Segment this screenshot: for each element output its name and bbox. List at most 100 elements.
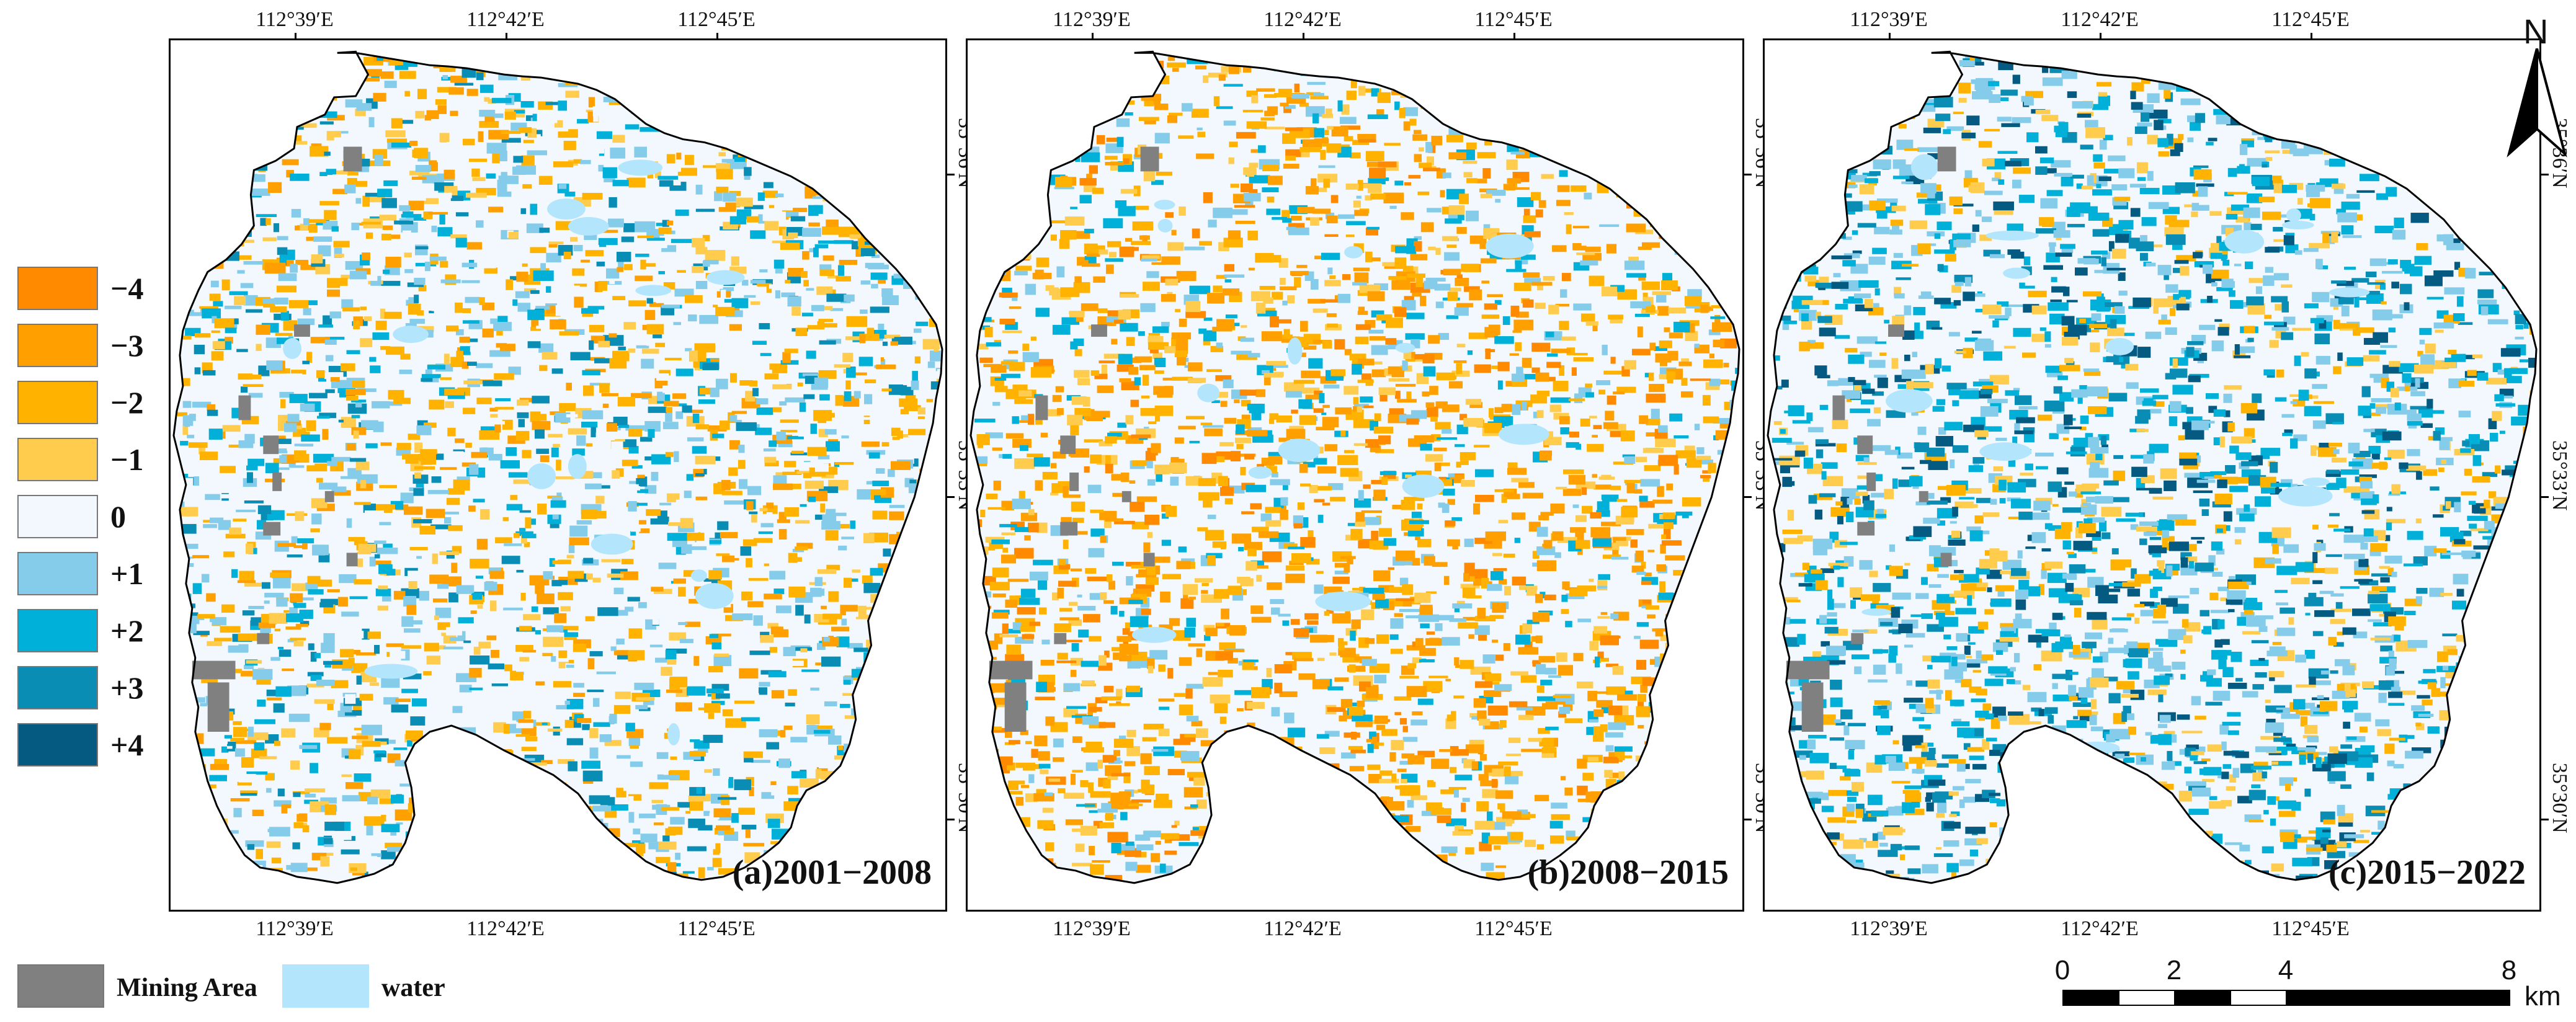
bottom-longitude-tick: 112°42′E [2061, 917, 2139, 940]
tick-mark [1303, 33, 1304, 40]
map-panel-c: 112°39′E 112°42′E 112°45′E 112°39′E 112°42′E… [1763, 8, 2571, 940]
mining-area-patch [1035, 395, 1048, 420]
right-latitude-tick: 35°30′N [2548, 763, 2571, 833]
tick-mark [2541, 496, 2549, 498]
study-area-boundary [172, 50, 943, 884]
tick-mark [1889, 33, 1891, 40]
top-longitude-tick: 112°45′E [2271, 8, 2350, 31]
tick-mark [1092, 33, 1094, 40]
tick-mark [506, 33, 507, 40]
scale-tick-8: 8 [2501, 955, 2517, 985]
legend-label: −3 [110, 328, 144, 363]
map-panel-a: 112°39′E 112°42′E 112°45′E 112°39′E 112°42′E… [169, 8, 977, 940]
mining-area-patch [1866, 473, 1876, 491]
tick-mark [1744, 819, 1752, 820]
tick-mark [716, 33, 718, 40]
legend-swatch [17, 666, 98, 709]
top-longitude-tick: 112°45′E [677, 8, 755, 31]
mining-area-patch [238, 395, 251, 420]
panel-label: (c)2015−2022 [2328, 853, 2526, 892]
mining-area-patch [294, 324, 310, 337]
legend-item: −2 [17, 381, 265, 430]
north-letter: N [2523, 12, 2549, 51]
tick-mark [947, 174, 955, 176]
mining-area-patch [1940, 553, 1952, 567]
bottom-longitude-tick: 112°39′E [1850, 917, 1928, 940]
tick-mark [2541, 174, 2549, 176]
mining-area-patch [1851, 633, 1864, 644]
scale-tick-4: 4 [2278, 955, 2294, 985]
tick-mark [2541, 819, 2549, 820]
mining-area-patch [346, 553, 358, 567]
mining-area-patch [1857, 522, 1875, 536]
top-longitude-tick: 112°42′E [2061, 8, 2139, 31]
panel-label: (a)2001−2008 [732, 853, 932, 892]
study-area-map [1767, 50, 2538, 884]
legend-label: 0 [110, 499, 126, 534]
legend-swatch [17, 381, 98, 424]
mining-area-patch [1888, 324, 1904, 337]
water-swatch [282, 964, 369, 1008]
mining-area-patch [192, 660, 236, 680]
scale-bar-graphic [2062, 990, 2510, 1006]
mining-area-patch [1004, 682, 1027, 732]
bottom-longitude-tick: 112°45′E [2271, 917, 2350, 940]
mining-area-patch [1054, 633, 1067, 644]
mining-area-patch [1786, 660, 1830, 680]
mining-area-patch [263, 435, 279, 455]
study-area-map [172, 50, 943, 884]
tick-mark [1744, 174, 1752, 176]
legend-item: −1 [17, 438, 265, 487]
mining-area-patch [1140, 146, 1159, 172]
legend-item: +3 [17, 666, 265, 716]
legend-item: 0 [17, 495, 265, 544]
top-longitude-tick: 112°45′E [1474, 8, 1553, 31]
study-area-boundary [969, 50, 1740, 884]
legend-label: −2 [110, 385, 144, 420]
legend-swatch [17, 609, 98, 652]
legend-item: −3 [17, 324, 265, 373]
legend-swatch [17, 438, 98, 481]
tick-mark [1513, 33, 1515, 40]
mining-area-label: Mining Area [117, 974, 257, 1002]
tick-mark [947, 819, 955, 820]
legend-swatch [17, 324, 98, 367]
legend-label: −4 [110, 271, 144, 306]
mining-area-patch [263, 522, 281, 536]
panel-label: (b)2008−2015 [1527, 853, 1729, 892]
mining-area-patch [272, 473, 282, 491]
tick-mark [2100, 33, 2101, 40]
mining-area-patch [989, 660, 1033, 680]
mining-area-patch [343, 146, 362, 172]
mining-area-patch [1060, 435, 1076, 455]
legend-label: −1 [110, 442, 144, 477]
scale-tick-0: 0 [2054, 955, 2070, 985]
study-area-map [969, 50, 1740, 884]
mining-area-patch [207, 682, 230, 732]
top-longitude-tick: 112°42′E [1263, 8, 1342, 31]
legend-label: +1 [110, 556, 144, 591]
bottom-longitude-tick: 112°39′E [1053, 917, 1131, 940]
mining-area-patch [257, 633, 270, 644]
legend-item: +1 [17, 552, 265, 602]
legend-item: +2 [17, 609, 265, 659]
bottom-longitude-tick: 112°42′E [466, 917, 545, 940]
map-panel-b: 112°39′E 112°42′E 112°45′E 112°39′E 112°42′E… [966, 8, 1774, 940]
bottom-longitude-tick: 112°42′E [1263, 917, 1342, 940]
top-longitude-tick: 112°42′E [466, 8, 545, 31]
mining-area-patch [324, 491, 334, 502]
scale-unit: km [2525, 981, 2561, 1011]
top-longitude-tick: 112°39′E [1053, 8, 1131, 31]
mining-area-patch [1937, 146, 1956, 172]
mining-area-patch [1121, 491, 1131, 502]
mining-area-patch [1857, 435, 1873, 455]
mining-area-patch [1832, 395, 1845, 420]
legend-item: −4 [17, 267, 265, 316]
mining-area-swatch [17, 964, 104, 1008]
legend-swatch [17, 495, 98, 538]
north-arrow-icon [2507, 48, 2567, 158]
top-longitude-tick: 112°39′E [256, 8, 334, 31]
scale-tick-2: 2 [2166, 955, 2182, 985]
top-longitude-tick: 112°39′E [1850, 8, 1928, 31]
tick-mark [947, 496, 955, 498]
